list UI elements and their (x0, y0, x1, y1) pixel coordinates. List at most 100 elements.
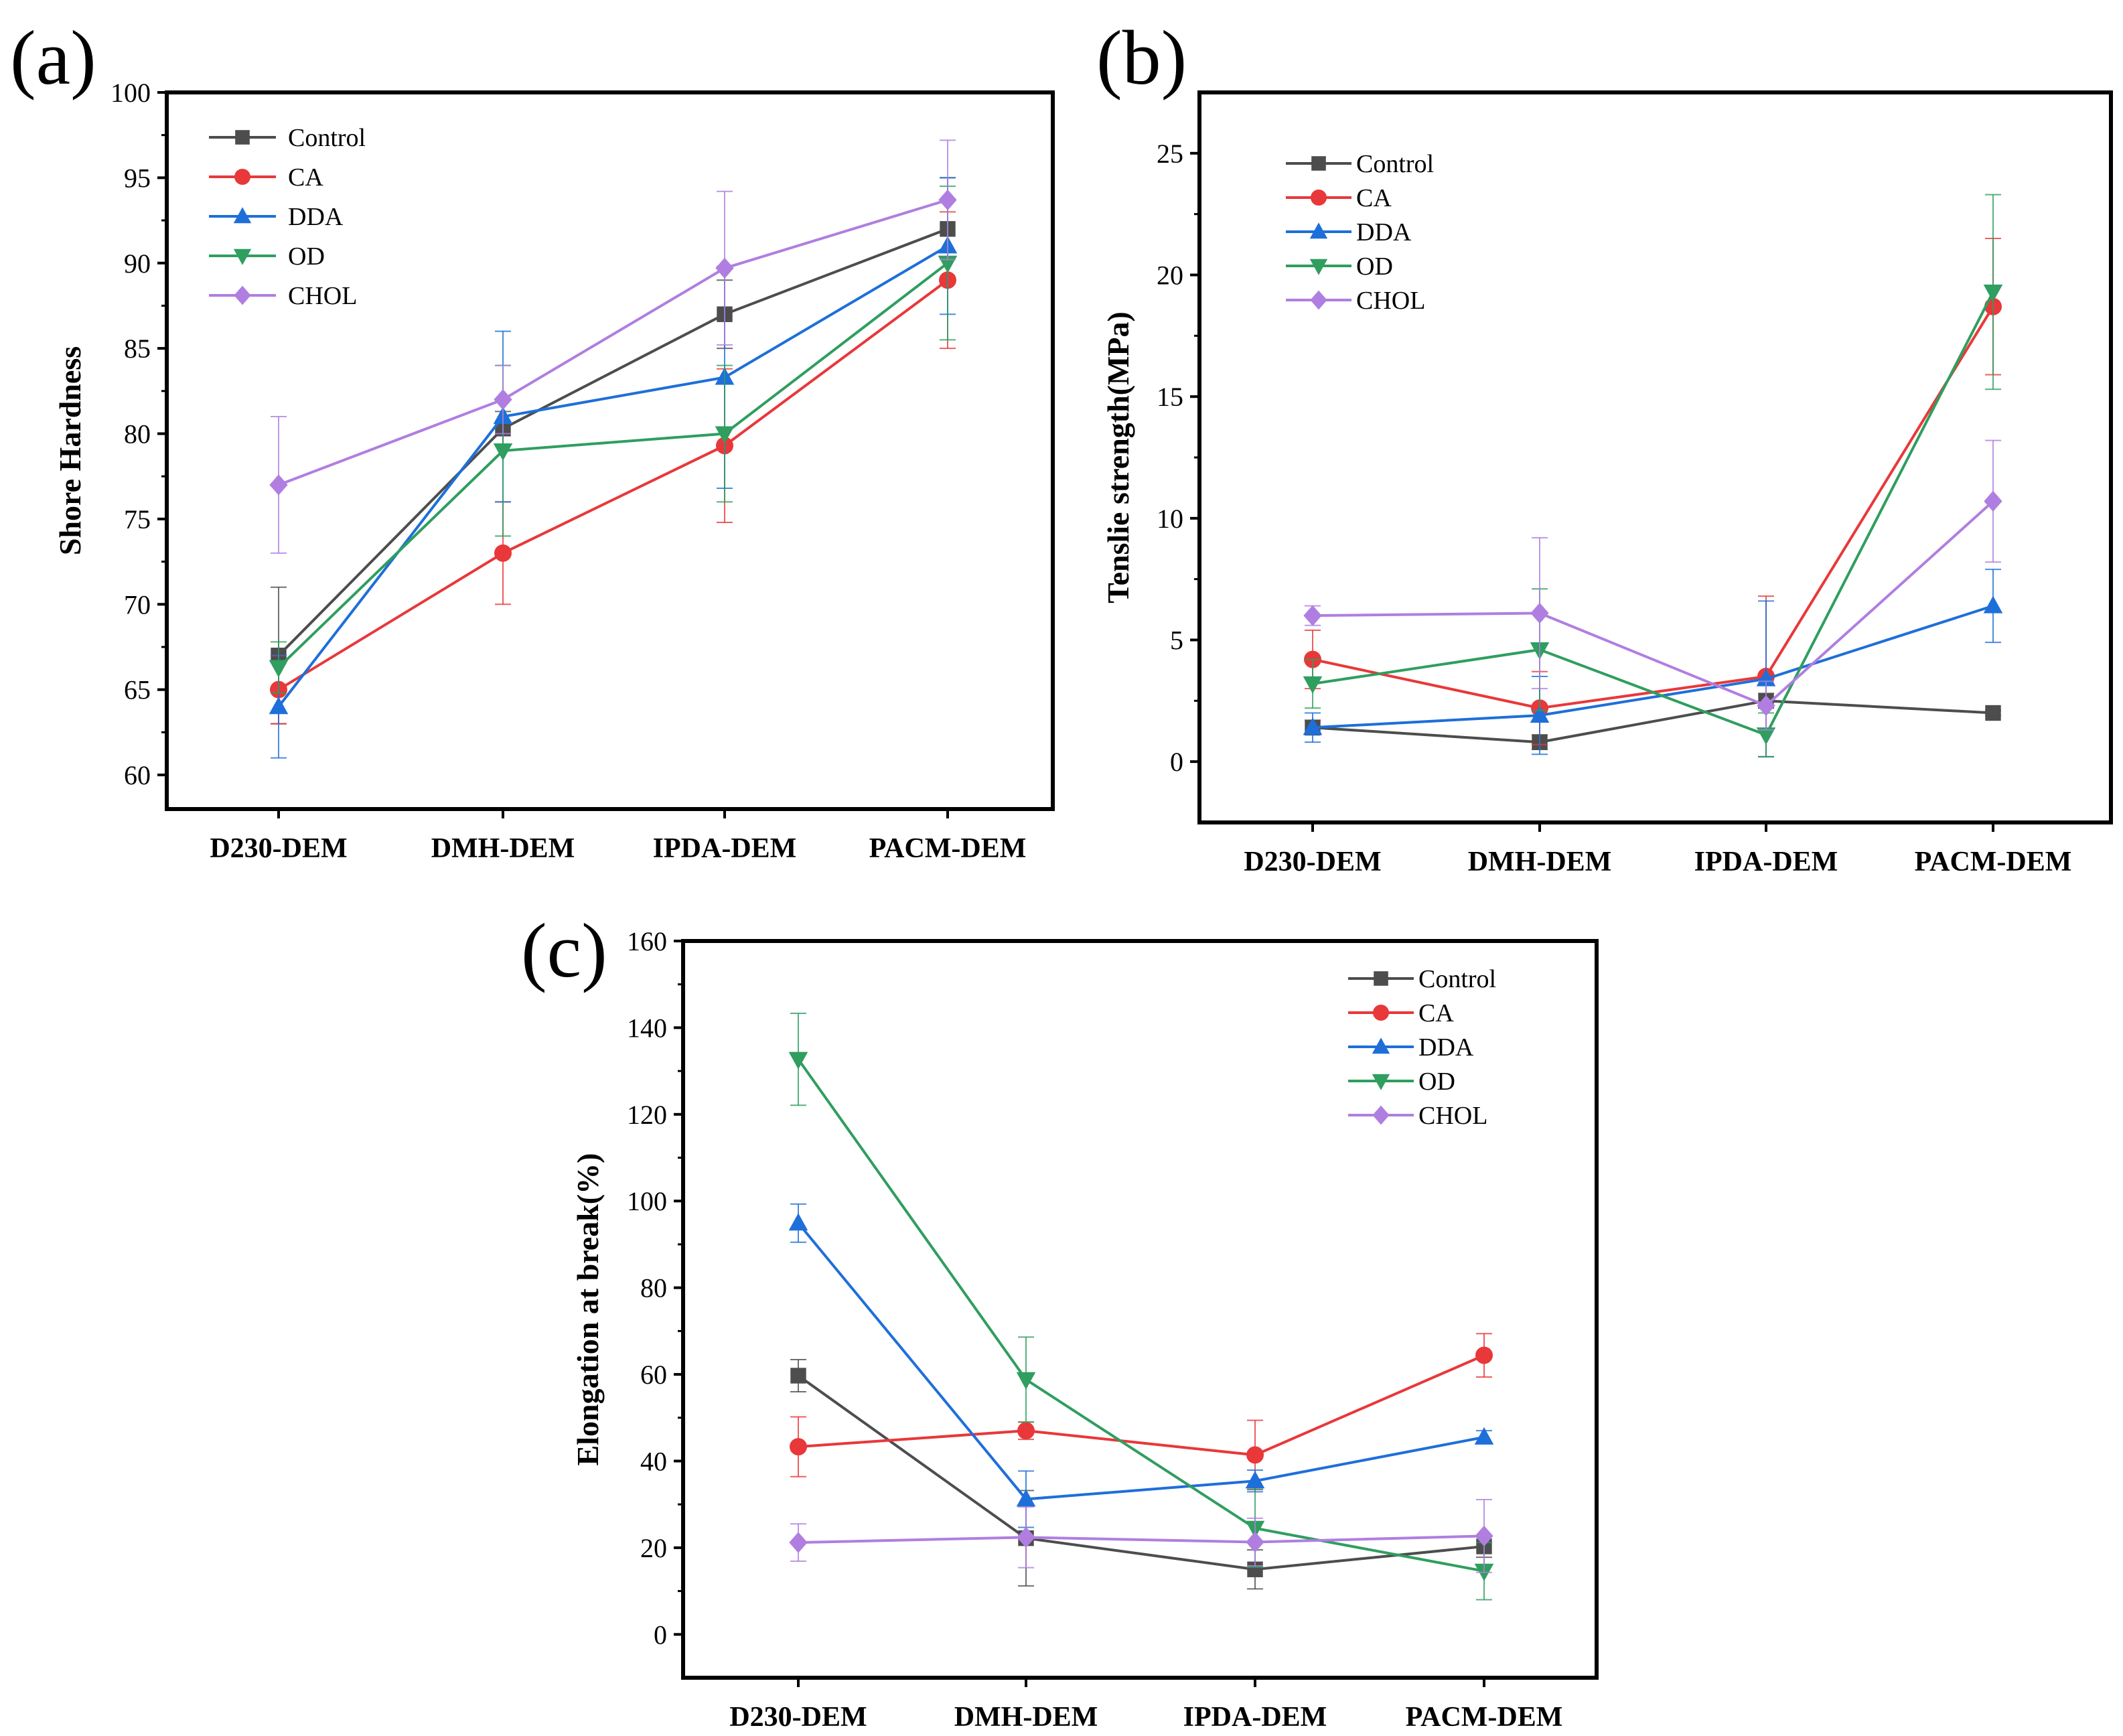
data-point-ca-d230-dem (790, 1438, 807, 1456)
x-tick-label-d230-dem: D230-DEM (729, 1702, 867, 1733)
y-tick-label: 70 (124, 589, 151, 620)
series-od (788, 1013, 1494, 1601)
legend: Control CA DDA OD CHOL (1286, 150, 1434, 315)
series-chol (269, 139, 957, 554)
y-axis-title: Elongation at break(%) (571, 1153, 605, 1466)
x-tick-label-pacm-dem: PACM-DEM (1915, 847, 2072, 877)
legend-label-ca: CA (288, 163, 323, 192)
data-point-dda-dmh-dem (1530, 705, 1550, 723)
legend-label-chol: CHOL (1418, 1102, 1487, 1130)
data-point-od-d230-dem (269, 660, 289, 678)
legend-marker-ca (1311, 190, 1327, 206)
data-point-od-ipda-dem (715, 426, 735, 444)
legend-marker-od (1309, 259, 1328, 275)
legend-marker-od (1372, 1074, 1390, 1090)
series-control (271, 177, 956, 725)
y-tick-label: 95 (124, 163, 151, 193)
x-tick-label-dmh-dem: DMH-DEM (954, 1702, 1098, 1733)
y-tick-label: 60 (640, 1360, 667, 1390)
x-tick-label-ipda-dem: IPDA-DEM (1694, 847, 1838, 877)
legend-marker-chol (1372, 1105, 1390, 1125)
series-line-control (1312, 699, 1994, 744)
data-point-chol-pacm-dem (1984, 490, 2002, 512)
panel-label: (c) (521, 908, 607, 994)
legend-label-chol: CHOL (1356, 287, 1425, 315)
series-chol (789, 1499, 1493, 1573)
series-line-chol (1312, 500, 1994, 707)
data-point-chol-dmh-dem (494, 388, 512, 411)
y-tick-label: 65 (124, 675, 151, 705)
legend-label-dda: DDA (288, 203, 344, 231)
series-ca (790, 1333, 1493, 1491)
series-line-od (1312, 291, 1994, 737)
legend-marker-chol (1310, 290, 1327, 310)
data-point-dda-d230-dem (1303, 717, 1323, 735)
y-tick-label: 15 (1157, 382, 1183, 412)
data-point-chol-pacm-dem (1475, 1525, 1493, 1547)
legend: Control CA DDA OD CHOL (1348, 965, 1496, 1130)
data-point-chol-ipda-dem (1757, 695, 1775, 717)
series-dda (1303, 569, 2003, 757)
legend-marker-ca (1373, 1005, 1389, 1021)
chart-panel-b: (b) 0 5 10 15 20 25 D230-DEM DMH-DEM IPDA-DEM PACM… (1096, 15, 2113, 877)
data-point-chol-ipda-dem (1246, 1531, 1264, 1553)
legend-label-od: OD (1356, 252, 1393, 281)
legend-marker-dda (1309, 222, 1328, 239)
y-tick-label: 60 (124, 760, 151, 790)
data-point-control-pacm-dem (1985, 705, 2001, 721)
x-tick-label-pacm-dem: PACM-DEM (1406, 1702, 1563, 1733)
legend-marker-chol (234, 285, 251, 305)
legend-marker-control (1311, 156, 1326, 171)
data-point-ca-dmh-dem (494, 544, 512, 562)
data-point-chol-pacm-dem (938, 189, 957, 211)
data-point-ca-dmh-dem (1017, 1422, 1035, 1440)
series-line-ca (1312, 305, 1994, 710)
y-tick-label: 120 (627, 1100, 667, 1130)
series-ca (1304, 238, 2002, 757)
series-line-control (277, 227, 948, 657)
x-tick-label-d230-dem: D230-DEM (210, 833, 347, 864)
data-point-control-d230-dem (790, 1368, 806, 1384)
data-point-chol-ipda-dem (715, 257, 734, 279)
legend-label-ca: CA (1418, 999, 1454, 1027)
series-line-dda (797, 1222, 1485, 1501)
panel-label: (a) (10, 15, 96, 101)
series-line-ca (798, 1354, 1485, 1457)
y-tick-label: 90 (124, 248, 151, 279)
legend-label-control: Control (1356, 150, 1434, 178)
legend-label-chol: CHOL (288, 282, 357, 310)
series-line-control (797, 1374, 1485, 1571)
series-line-ca (277, 279, 949, 691)
y-tick-label: 100 (627, 1186, 667, 1216)
series-line-od (797, 1058, 1485, 1573)
series-chol (1303, 439, 2002, 731)
series-control (790, 1359, 1492, 1590)
y-tick-label: 20 (1157, 261, 1183, 291)
y-tick-label: 10 (1157, 504, 1183, 534)
series-line-chol (798, 1534, 1485, 1544)
data-point-dda-pacm-dem (1474, 1427, 1494, 1445)
legend-marker-control (235, 130, 250, 145)
data-point-dda-d230-dem (269, 697, 289, 715)
x-tick-label-ipda-dem: IPDA-DEM (653, 833, 797, 864)
y-tick-label: 20 (640, 1533, 667, 1563)
series-line-dda (1312, 604, 1994, 729)
y-tick-label: 80 (124, 419, 151, 449)
y-axis-title: Tenslie strength(MPa) (1101, 311, 1135, 603)
data-point-od-dmh-dem (493, 443, 513, 461)
data-point-dda-dmh-dem (1016, 1489, 1036, 1507)
series-line-chol (278, 198, 948, 486)
y-tick-label: 160 (627, 926, 667, 956)
data-point-od-dmh-dem (1016, 1372, 1036, 1390)
y-tick-label: 0 (654, 1619, 667, 1650)
y-tick-label: 0 (1170, 747, 1183, 777)
x-tick-label-ipda-dem: IPDA-DEM (1183, 1702, 1327, 1733)
legend-label-ca: CA (1356, 184, 1392, 212)
data-point-chol-d230-dem (269, 474, 288, 496)
data-point-dda-ipda-dem (1245, 1471, 1265, 1489)
y-tick-label: 100 (111, 78, 151, 108)
data-point-chol-d230-dem (789, 1532, 808, 1553)
series-od (1303, 194, 2003, 757)
x-tick-label-pacm-dem: PACM-DEM (869, 833, 1027, 864)
